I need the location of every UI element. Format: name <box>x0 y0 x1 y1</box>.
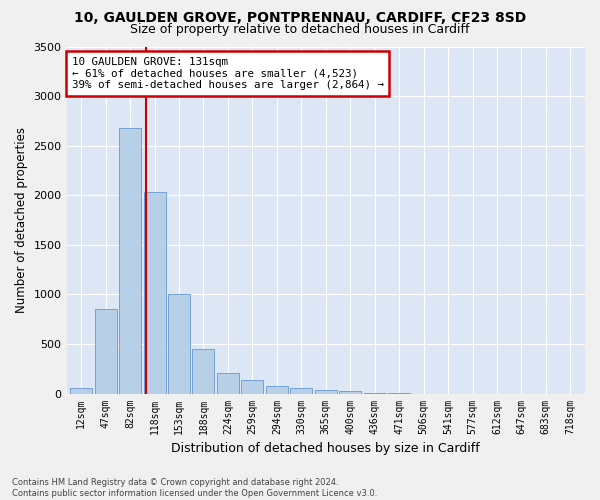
Bar <box>241 380 263 394</box>
Bar <box>168 294 190 394</box>
Bar <box>119 128 141 394</box>
Bar <box>217 372 239 394</box>
Text: Size of property relative to detached houses in Cardiff: Size of property relative to detached ho… <box>130 22 470 36</box>
Y-axis label: Number of detached properties: Number of detached properties <box>15 127 28 313</box>
Text: Contains HM Land Registry data © Crown copyright and database right 2024.
Contai: Contains HM Land Registry data © Crown c… <box>12 478 377 498</box>
Text: 10, GAULDEN GROVE, PONTPRENNAU, CARDIFF, CF23 8SD: 10, GAULDEN GROVE, PONTPRENNAU, CARDIFF,… <box>74 11 526 25</box>
Bar <box>364 392 386 394</box>
Bar <box>266 386 288 394</box>
Bar <box>143 192 166 394</box>
Bar <box>315 390 337 394</box>
Bar <box>193 349 214 394</box>
X-axis label: Distribution of detached houses by size in Cardiff: Distribution of detached houses by size … <box>172 442 480 455</box>
Bar <box>70 388 92 394</box>
Bar <box>95 310 116 394</box>
Text: 10 GAULDEN GROVE: 131sqm
← 61% of detached houses are smaller (4,523)
39% of sem: 10 GAULDEN GROVE: 131sqm ← 61% of detach… <box>72 57 384 90</box>
Bar <box>339 390 361 394</box>
Bar <box>290 388 313 394</box>
